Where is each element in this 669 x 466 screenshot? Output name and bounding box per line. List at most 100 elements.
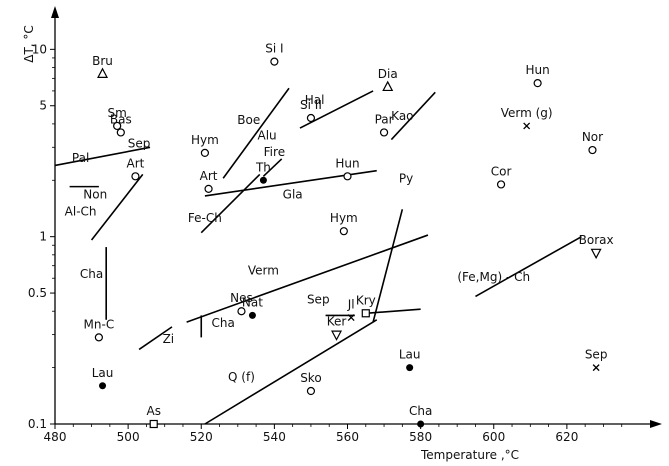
data-label: Dia bbox=[378, 67, 398, 81]
data-point bbox=[361, 309, 370, 318]
data-point bbox=[237, 307, 246, 316]
data-label: Ker bbox=[327, 315, 347, 329]
data-label: Verm bbox=[248, 263, 279, 277]
data-label: As bbox=[146, 404, 160, 418]
data-label: Hal bbox=[305, 93, 325, 107]
data-point bbox=[204, 184, 213, 193]
data-label: Lau bbox=[399, 348, 421, 362]
series-line bbox=[372, 209, 404, 323]
data-label: Jl bbox=[347, 298, 355, 312]
series-line bbox=[365, 308, 421, 315]
data-label: Kry bbox=[356, 293, 376, 307]
data-label: Nes bbox=[230, 291, 253, 305]
data-point bbox=[306, 386, 316, 396]
data-label: Pal bbox=[72, 151, 89, 165]
data-label: Fire bbox=[264, 145, 285, 159]
series-line bbox=[138, 326, 173, 351]
x-axis-arrow bbox=[650, 420, 662, 428]
data-label: Bru bbox=[92, 54, 113, 68]
x-tick-label: 520 bbox=[190, 430, 213, 444]
series-line bbox=[204, 319, 378, 425]
y-axis-label: ΔT, °C bbox=[22, 25, 36, 63]
data-label: (Fe,Mg) - Ch bbox=[457, 270, 530, 284]
data-label: Kao bbox=[391, 109, 413, 123]
x-tick-label: 580 bbox=[409, 430, 432, 444]
y-axis-arrow bbox=[51, 6, 59, 18]
series-line bbox=[90, 173, 144, 241]
data-label: Zi bbox=[163, 332, 175, 346]
data-point bbox=[116, 128, 125, 137]
data-label: Th bbox=[255, 160, 271, 174]
data-label: Art bbox=[200, 169, 218, 183]
data-label: Si I bbox=[265, 42, 283, 56]
data-label: Cor bbox=[491, 164, 512, 178]
y-tick-label: 1 bbox=[39, 230, 47, 244]
data-label: Non bbox=[83, 187, 107, 201]
series-line bbox=[262, 158, 283, 177]
data-label: Sep bbox=[307, 292, 330, 306]
data-point bbox=[331, 330, 343, 341]
data-label: Hym bbox=[330, 211, 358, 225]
data-point bbox=[379, 128, 389, 137]
x-tick-label: 480 bbox=[44, 430, 67, 444]
data-label: Boe bbox=[237, 113, 260, 127]
series-line bbox=[475, 235, 582, 298]
data-point bbox=[149, 419, 158, 429]
data-point bbox=[131, 172, 140, 181]
data-label: Lau bbox=[92, 366, 114, 380]
data-label: Hym bbox=[191, 133, 219, 147]
data-point bbox=[496, 180, 506, 189]
data-label: Hun bbox=[335, 156, 359, 170]
axes: 480 500 520 540 560 580 600 620 0.1 0.5 1 5 10 bbox=[28, 6, 662, 444]
data-label: Sko bbox=[300, 371, 321, 385]
x-tick-label: 600 bbox=[482, 430, 505, 444]
x-axis-label: Temperature ,°C bbox=[420, 448, 519, 462]
data-label: Py bbox=[399, 171, 413, 185]
data-label: Fe-Ch bbox=[188, 211, 222, 225]
data-label: Nat bbox=[242, 295, 263, 309]
data-label: Al-Ch bbox=[65, 204, 97, 218]
x-tick-label: 560 bbox=[336, 430, 359, 444]
series-line bbox=[186, 234, 429, 323]
data-point bbox=[339, 227, 348, 236]
data-label: Cha bbox=[212, 316, 235, 330]
series-line bbox=[54, 146, 151, 167]
data-point bbox=[382, 80, 394, 92]
series-line bbox=[390, 91, 436, 141]
x-tick-label: 620 bbox=[555, 430, 578, 444]
data-point bbox=[270, 57, 279, 66]
data-label: Cha bbox=[409, 404, 432, 418]
data-label: Sm bbox=[108, 106, 127, 120]
data-point bbox=[406, 364, 414, 372]
data-label: Sep bbox=[585, 348, 608, 362]
y-tick-label: 0.5 bbox=[28, 286, 47, 300]
x-tick-label: 500 bbox=[117, 430, 140, 444]
data-label: Sep bbox=[128, 136, 151, 150]
data-point bbox=[94, 333, 103, 342]
data-label: Art bbox=[127, 156, 145, 170]
data-label: Nor bbox=[582, 130, 603, 144]
data-label: Par bbox=[375, 112, 394, 126]
data-point bbox=[97, 67, 109, 78]
data-label: Bas bbox=[110, 112, 132, 126]
data-label: Cha bbox=[80, 267, 103, 281]
y-tick-label: 0.1 bbox=[28, 417, 47, 431]
data-point bbox=[99, 382, 107, 390]
y-tick-label: 5 bbox=[39, 99, 47, 113]
data-point bbox=[523, 122, 531, 130]
data-label: Si II bbox=[300, 98, 322, 112]
data-point bbox=[533, 79, 542, 88]
data-point bbox=[200, 148, 210, 158]
data-label: Mn-C bbox=[84, 317, 115, 331]
data-point bbox=[590, 248, 602, 260]
data-label: Hun bbox=[526, 63, 550, 77]
data-label: Gla bbox=[283, 187, 303, 201]
x-tick-label: 540 bbox=[263, 430, 286, 444]
data-point bbox=[259, 176, 267, 184]
data-point bbox=[113, 121, 122, 131]
data-label: Q (f) bbox=[228, 370, 255, 384]
data-point bbox=[588, 145, 597, 155]
data-label: Alu bbox=[257, 129, 276, 143]
